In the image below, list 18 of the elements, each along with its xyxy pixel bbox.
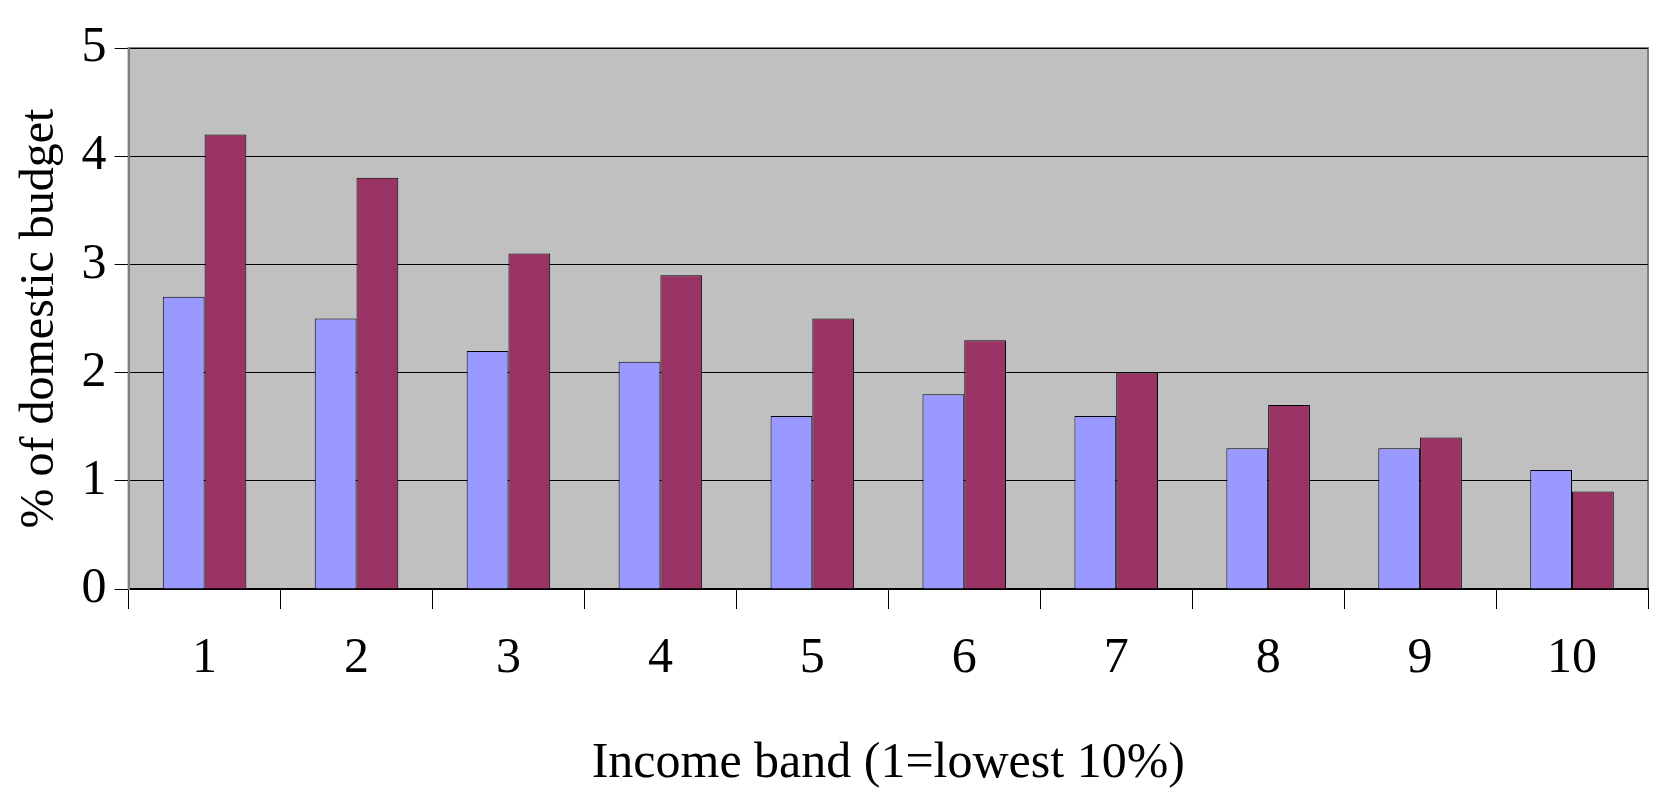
x-tick-label: 6 [951,627,977,684]
x-tick-label: 8 [1255,627,1281,684]
y-tick-label: 0 [81,557,107,614]
y-tick-label: 5 [81,16,107,73]
y-tick-label: 3 [81,232,107,289]
x-tick-label: 4 [647,627,673,684]
y-axis-title: % of domestic budget [10,107,64,529]
x-tick-label: 1 [192,627,218,684]
x-axis-title: Income band (1=lowest 10%) [591,732,1185,789]
x-tick-label: 10 [1547,627,1598,684]
y-tick-label: 4 [81,124,107,181]
x-tick-label: 2 [344,627,370,684]
y-tick-label: 2 [81,340,107,397]
x-tick-label: 5 [799,627,825,684]
x-tick-label: 9 [1407,627,1433,684]
y-tick-label: 1 [81,448,107,505]
x-tick-label: 3 [495,627,521,684]
x-tick-label: 7 [1103,627,1129,684]
